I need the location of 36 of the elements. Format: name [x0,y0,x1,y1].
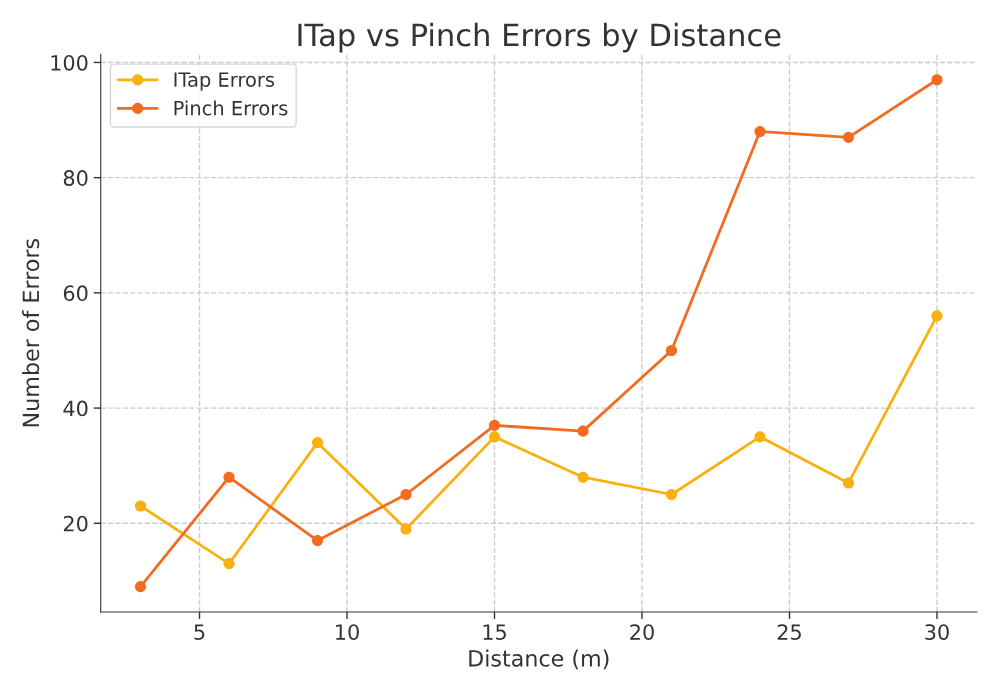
point [931,310,943,322]
point [134,581,147,593]
y-tick-label: 60 [63,285,88,302]
x-tick-label: 15 [483,624,506,640]
x-tick-label: 20 [630,624,654,640]
y-axis-title: Number of Errors [22,239,40,427]
point [665,488,678,501]
chart-title: ITap vs Pinch Errors by Distance [298,22,781,53]
x-tick-label: 25 [777,624,801,640]
point [577,425,589,437]
point [400,523,412,535]
y-tick-label: 100 [51,54,88,71]
point [488,431,501,443]
point [223,558,235,570]
point [577,471,589,483]
point [223,471,235,483]
point [754,431,766,443]
legend-label: Pinch Errors [174,100,288,116]
point [842,131,855,143]
point [311,437,324,449]
y-tick-label: 40 [63,400,88,417]
x-tick-label: 30 [925,624,949,640]
y-tick-label: 80 [63,170,88,186]
point [931,74,943,86]
point [754,126,766,138]
legend-label: ITap Errors [174,72,275,91]
x-tick-label: 5 [194,624,205,640]
x-tick-label: 10 [336,624,359,640]
point [665,344,678,357]
point [134,500,147,512]
point [488,419,501,431]
point [311,535,324,547]
y-tick-label: 20 [63,515,88,532]
point [842,477,855,489]
point [400,488,412,501]
x-axis-title: Distance (m) [469,649,609,670]
